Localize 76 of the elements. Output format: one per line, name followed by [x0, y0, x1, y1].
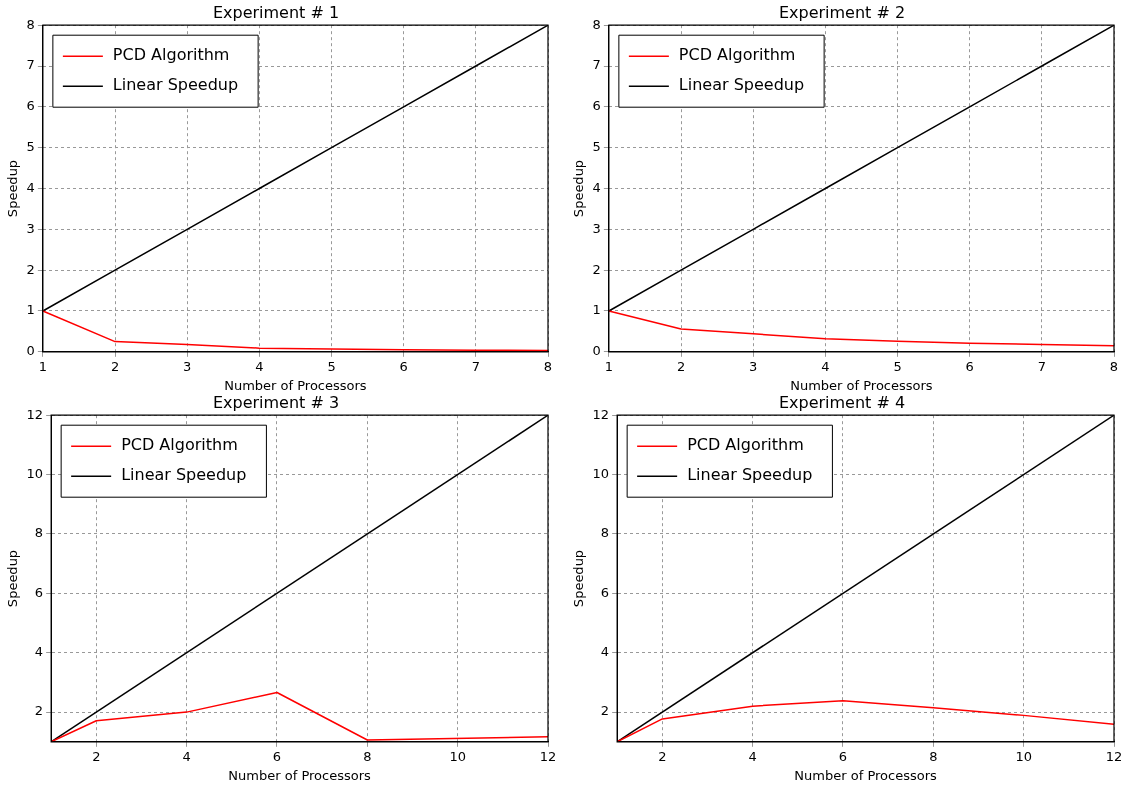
y-axis-title: Speedup [5, 159, 21, 218]
y-tick-label: 4 [600, 644, 610, 660]
x-axis-title: Number of Processors [790, 377, 933, 393]
x-tick-label: 5 [893, 358, 902, 374]
x-tick-label: 6 [838, 748, 848, 764]
x-axis-title: Number of Processors [228, 767, 371, 783]
x-axis-title: Number of Processors [794, 767, 937, 783]
y-axis-title: Speedup [5, 549, 21, 608]
x-tick-label: 2 [658, 748, 667, 764]
y-tick-label: 6 [34, 584, 44, 600]
x-tick-label: 8 [929, 748, 938, 764]
y-tick-label: 3 [592, 220, 601, 236]
chart-title: Experiment # 1 [212, 2, 340, 22]
legend-label: Linear Speedup [121, 465, 247, 485]
x-tick-label: 12 [539, 748, 557, 764]
x-tick-label: 4 [182, 748, 191, 764]
legend-label: Linear Speedup [678, 75, 805, 95]
legend-label: PCD Algorithm [112, 45, 230, 65]
y-tick-label: 2 [592, 261, 601, 277]
x-tick-label: 4 [255, 358, 264, 374]
legend-label: PCD Algorithm [121, 435, 238, 455]
y-tick-label: 12 [26, 406, 44, 422]
y-tick-label: 6 [592, 98, 601, 114]
y-axis-title: Speedup [571, 549, 587, 608]
x-tick-label: 10 [1015, 748, 1032, 764]
x-tick-label: 2 [676, 358, 686, 374]
x-tick-label: 7 [1037, 358, 1046, 374]
y-axis-title: Speedup [571, 159, 587, 218]
y-tick-label: 8 [600, 525, 610, 541]
x-tick-label: 7 [471, 358, 480, 374]
y-tick-label: 2 [26, 261, 35, 277]
legend-label: Linear Speedup [112, 75, 239, 95]
y-tick-label: 0 [26, 343, 35, 359]
y-tick-label: 8 [34, 525, 44, 541]
y-tick-label: 3 [26, 220, 35, 236]
chart-title: Experiment # 3 [212, 392, 340, 412]
y-tick-label: 5 [592, 139, 601, 155]
x-tick-label: 3 [183, 358, 192, 374]
x-tick-label: 3 [749, 358, 758, 374]
x-tick-label: 6 [965, 358, 974, 374]
chart-title: Experiment # 2 [778, 2, 906, 22]
y-tick-label: 4 [592, 179, 601, 195]
x-tick-label: 8 [1109, 358, 1119, 374]
x-tick-label: 4 [748, 748, 757, 764]
x-tick-label: 6 [272, 748, 282, 764]
y-tick-label: 10 [592, 465, 610, 481]
legend-label: Linear Speedup [687, 465, 813, 485]
y-tick-label: 12 [592, 406, 610, 422]
legend-label: PCD Algorithm [678, 45, 796, 65]
y-tick-label: 5 [26, 139, 35, 155]
y-tick-label: 6 [26, 98, 35, 114]
y-tick-label: 7 [592, 57, 601, 73]
y-tick-label: 4 [34, 644, 44, 660]
y-tick-label: 2 [34, 703, 44, 719]
x-tick-label: 8 [543, 358, 553, 374]
y-tick-label: 0 [592, 343, 601, 359]
y-tick-label: 4 [26, 179, 35, 195]
x-tick-label: 4 [821, 358, 830, 374]
y-tick-label: 10 [26, 465, 44, 481]
x-tick-label: 2 [92, 748, 101, 764]
x-tick-label: 6 [399, 358, 408, 374]
y-tick-label: 1 [26, 302, 35, 318]
y-tick-label: 1 [592, 302, 601, 318]
x-tick-label: 8 [363, 748, 372, 764]
y-tick-label: 8 [26, 16, 35, 32]
x-tick-label: 12 [1105, 748, 1123, 764]
legend-label: PCD Algorithm [687, 435, 804, 455]
x-axis-title: Number of Processors [224, 377, 367, 393]
x-tick-label: 5 [327, 358, 336, 374]
y-tick-label: 6 [600, 584, 610, 600]
y-tick-label: 8 [592, 16, 601, 32]
x-tick-label: 2 [110, 358, 120, 374]
x-tick-label: 10 [449, 748, 466, 764]
y-tick-label: 2 [600, 703, 610, 719]
chart-title: Experiment # 4 [778, 392, 906, 412]
y-tick-label: 7 [26, 57, 35, 73]
